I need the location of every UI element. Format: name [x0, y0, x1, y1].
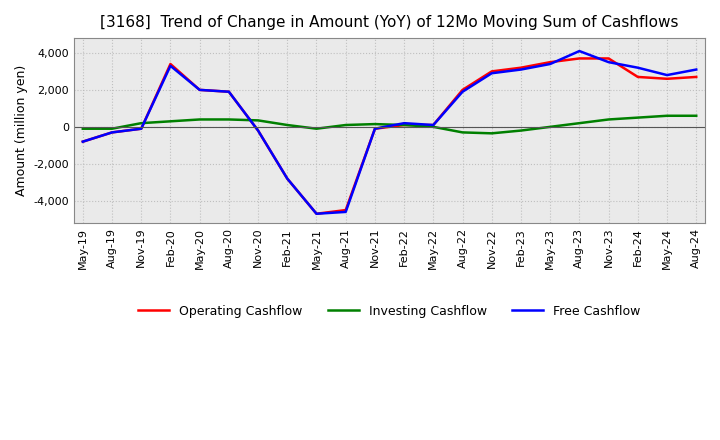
Free Cashflow — [517, 67, 526, 72]
Operating Cashflow — [662, 76, 671, 81]
Investing Cashflow — [487, 131, 496, 136]
Investing Cashflow — [575, 121, 584, 126]
Investing Cashflow — [400, 122, 408, 128]
Investing Cashflow — [225, 117, 233, 122]
Investing Cashflow — [662, 113, 671, 118]
Free Cashflow — [166, 63, 175, 69]
Line: Investing Cashflow: Investing Cashflow — [83, 116, 696, 133]
Free Cashflow — [604, 59, 613, 65]
Operating Cashflow — [517, 65, 526, 70]
Operating Cashflow — [575, 56, 584, 61]
Free Cashflow — [108, 130, 117, 135]
Operating Cashflow — [458, 87, 467, 92]
Operating Cashflow — [546, 59, 554, 65]
Free Cashflow — [400, 121, 408, 126]
Free Cashflow — [487, 70, 496, 76]
Free Cashflow — [458, 89, 467, 94]
Investing Cashflow — [371, 121, 379, 127]
Title: [3168]  Trend of Change in Amount (YoY) of 12Mo Moving Sum of Cashflows: [3168] Trend of Change in Amount (YoY) o… — [100, 15, 679, 30]
Investing Cashflow — [429, 124, 438, 129]
Free Cashflow — [137, 126, 145, 132]
Free Cashflow — [575, 48, 584, 54]
Investing Cashflow — [458, 130, 467, 135]
Operating Cashflow — [371, 126, 379, 132]
Operating Cashflow — [283, 176, 292, 181]
Y-axis label: Amount (million yen): Amount (million yen) — [15, 65, 28, 196]
Operating Cashflow — [487, 69, 496, 74]
Operating Cashflow — [341, 207, 350, 213]
Line: Operating Cashflow: Operating Cashflow — [83, 59, 696, 214]
Operating Cashflow — [137, 126, 145, 132]
Investing Cashflow — [312, 126, 321, 132]
Operating Cashflow — [312, 211, 321, 216]
Free Cashflow — [283, 176, 292, 181]
Free Cashflow — [341, 209, 350, 215]
Investing Cashflow — [604, 117, 613, 122]
Free Cashflow — [692, 67, 701, 72]
Free Cashflow — [634, 65, 642, 70]
Investing Cashflow — [78, 126, 87, 132]
Free Cashflow — [253, 128, 262, 133]
Investing Cashflow — [341, 122, 350, 128]
Free Cashflow — [78, 139, 87, 144]
Operating Cashflow — [692, 74, 701, 80]
Operating Cashflow — [604, 56, 613, 61]
Investing Cashflow — [692, 113, 701, 118]
Legend: Operating Cashflow, Investing Cashflow, Free Cashflow: Operating Cashflow, Investing Cashflow, … — [133, 300, 646, 323]
Investing Cashflow — [253, 118, 262, 123]
Free Cashflow — [371, 126, 379, 132]
Investing Cashflow — [634, 115, 642, 120]
Operating Cashflow — [253, 128, 262, 133]
Investing Cashflow — [137, 121, 145, 126]
Investing Cashflow — [283, 122, 292, 128]
Operating Cashflow — [78, 139, 87, 144]
Operating Cashflow — [400, 122, 408, 128]
Operating Cashflow — [225, 89, 233, 94]
Investing Cashflow — [195, 117, 204, 122]
Operating Cashflow — [108, 130, 117, 135]
Investing Cashflow — [108, 126, 117, 132]
Investing Cashflow — [546, 124, 554, 129]
Operating Cashflow — [429, 122, 438, 128]
Operating Cashflow — [195, 87, 204, 92]
Free Cashflow — [195, 87, 204, 92]
Free Cashflow — [662, 73, 671, 78]
Operating Cashflow — [634, 74, 642, 80]
Free Cashflow — [312, 211, 321, 216]
Free Cashflow — [546, 61, 554, 66]
Line: Free Cashflow: Free Cashflow — [83, 51, 696, 214]
Investing Cashflow — [517, 128, 526, 133]
Free Cashflow — [429, 122, 438, 128]
Operating Cashflow — [166, 61, 175, 66]
Investing Cashflow — [166, 119, 175, 124]
Free Cashflow — [225, 89, 233, 94]
